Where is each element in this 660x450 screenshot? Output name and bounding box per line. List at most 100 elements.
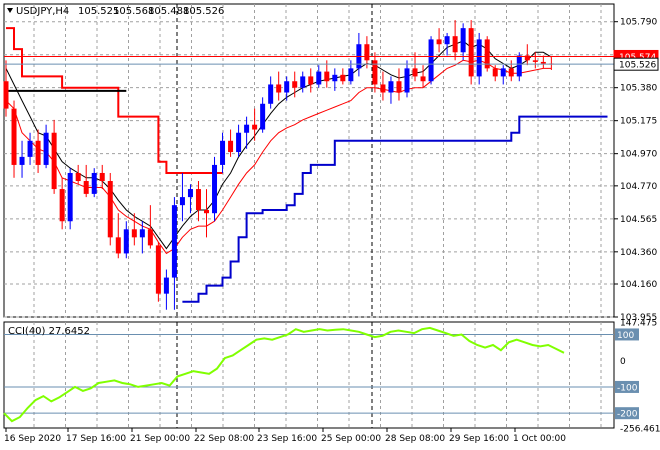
candle-bearish <box>364 36 370 69</box>
candle-body <box>492 68 498 77</box>
cci-level-badge <box>615 328 639 341</box>
candle-bullish <box>171 197 177 310</box>
candle-body <box>276 84 282 93</box>
candle-body <box>179 197 185 206</box>
candle-body <box>372 60 378 85</box>
x-tick-label: 21 Sep 00:00 <box>130 434 190 444</box>
candle-bullish <box>284 76 290 101</box>
y-tick-label: 104.160 <box>620 280 657 290</box>
candle-body <box>83 181 89 194</box>
candle-bearish <box>115 213 121 259</box>
candle-bearish <box>484 36 490 72</box>
candle-body <box>187 189 193 198</box>
y-tick-label: 105.790 <box>620 18 657 28</box>
candle-body <box>316 71 322 85</box>
candle-body <box>292 81 298 88</box>
candle-bullish <box>179 172 185 222</box>
cci-tick-label: -256.4617 <box>620 425 660 435</box>
indicator-line <box>5 59 552 255</box>
candle-body <box>332 74 338 82</box>
ohlc-high: 105.568 <box>113 6 154 17</box>
cci-title: CCI(40) 27.6452 <box>8 326 90 337</box>
candle-body <box>139 229 145 238</box>
candle-bullish <box>388 76 394 104</box>
y-tick-label: 104.770 <box>620 182 657 192</box>
candle-bearish <box>99 164 105 190</box>
x-tick-label: 29 Sep 16:00 <box>449 434 509 444</box>
price-panel-frame <box>3 3 615 318</box>
candle-body <box>260 103 266 130</box>
x-tick-label: 25 Sep 00:00 <box>321 434 381 444</box>
candle-bearish <box>540 55 546 69</box>
cci-tick-label: 0 <box>620 357 626 367</box>
indicator-lines <box>5 27 608 303</box>
cci-plot <box>3 326 565 423</box>
price-badge-label: 105.526 <box>619 61 656 71</box>
candle-body <box>59 189 65 222</box>
candle-bearish <box>436 28 442 53</box>
candle-bearish <box>412 52 418 82</box>
candle-bearish <box>83 164 89 198</box>
candle-bullish <box>139 221 145 254</box>
candle-bullish <box>244 116 250 149</box>
candle-body <box>212 164 218 214</box>
candle-bearish <box>532 52 538 69</box>
candlesticks <box>3 20 554 310</box>
candle-bullish <box>220 132 226 173</box>
candle-body <box>99 172 105 182</box>
candle-bearish <box>252 108 258 141</box>
candle-body <box>476 39 482 77</box>
candle-body <box>220 140 226 165</box>
cci-axis: 147.475 100 0 -100 -200 -256.4617 <box>615 319 660 435</box>
y-tick-label: 104.970 <box>620 150 657 160</box>
candle-bullish <box>300 71 306 93</box>
dropdown-arrow-icon[interactable] <box>7 8 13 13</box>
candle-body <box>508 68 514 77</box>
candle-body <box>204 209 209 214</box>
candle-bullish <box>67 168 73 230</box>
candle-bearish <box>11 100 17 178</box>
candle-body <box>236 132 242 153</box>
candle-body <box>91 172 97 194</box>
candle-body <box>468 28 474 77</box>
candle-body <box>412 68 418 77</box>
x-tick-label: 17 Sep 16:00 <box>66 434 126 444</box>
candle-bearish <box>75 164 81 185</box>
candle-body <box>244 124 250 133</box>
candle-bullish <box>332 68 338 91</box>
candle-bearish <box>51 119 57 194</box>
cci-level-label: 100 <box>617 331 634 341</box>
candle-body <box>444 36 450 45</box>
candle-bearish <box>35 129 41 173</box>
cci-grid <box>4 322 614 428</box>
candle-body <box>155 245 161 294</box>
candle-body <box>420 76 426 82</box>
candle-bearish <box>524 44 530 66</box>
ohlc-open: 105.525 <box>78 6 119 17</box>
cci-panel-frame <box>3 321 615 429</box>
candle-body <box>540 61 546 64</box>
candle-body <box>43 132 49 165</box>
candle-body <box>460 28 466 53</box>
candle-body <box>396 81 402 93</box>
candle-body <box>340 74 346 82</box>
candle-body <box>3 81 9 109</box>
chart-header: USDJPY,H4 105.525 105.568 105.488 105.52… <box>7 6 224 17</box>
candle-body <box>195 189 201 210</box>
ohlc-close: 105.526 <box>183 6 224 17</box>
indicator-line <box>6 27 223 174</box>
candle-body <box>348 68 354 82</box>
candle-body <box>51 132 57 190</box>
candle-bullish <box>187 184 193 214</box>
candle-bearish <box>204 189 209 238</box>
candle-body <box>532 60 538 62</box>
candle-bearish <box>372 52 378 93</box>
candle-bearish <box>3 60 9 117</box>
y-tick-label: 104.360 <box>620 248 657 258</box>
candle-bullish <box>460 23 466 61</box>
candle-body <box>524 55 530 61</box>
candle-body <box>252 124 258 130</box>
x-tick-label: 1 Oct 00:00 <box>513 434 566 444</box>
x-tick-label: 23 Sep 16:00 <box>257 434 317 444</box>
candle-bearish <box>276 71 282 101</box>
